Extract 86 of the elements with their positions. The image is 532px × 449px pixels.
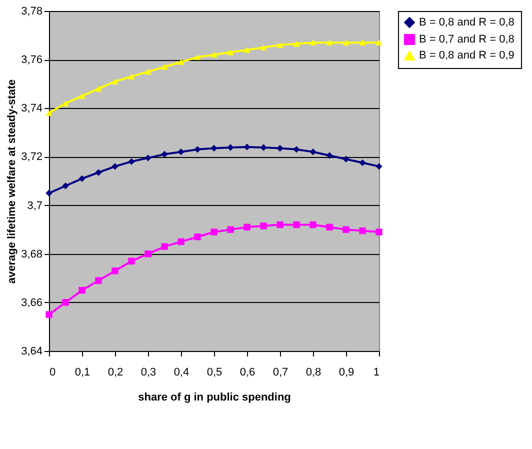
point <box>376 163 382 170</box>
point <box>112 78 118 84</box>
point <box>326 224 333 230</box>
legend-label: B = 0,8 and R = 0,9 <box>419 50 514 62</box>
point <box>178 148 184 156</box>
point <box>359 227 366 234</box>
x-axis-title: share of g in public spending <box>138 392 291 404</box>
point <box>227 49 234 56</box>
y-tick-label: 3,64 <box>21 346 42 358</box>
point <box>293 221 300 228</box>
point <box>276 144 284 152</box>
point <box>244 144 250 150</box>
point <box>342 226 350 233</box>
point <box>210 144 218 152</box>
y-tick-label: 3,72 <box>21 151 42 164</box>
point <box>326 152 333 159</box>
point <box>46 311 52 318</box>
legend-label: B = 0,8 and R = 0,8 <box>419 16 514 28</box>
y-axis-title: average lifetime welfare at steady-state <box>6 79 18 284</box>
point <box>260 144 267 151</box>
x-tick-label: 0 <box>50 366 56 378</box>
point <box>359 159 366 166</box>
point <box>326 40 333 46</box>
point <box>95 86 102 92</box>
point <box>293 40 300 47</box>
point <box>310 221 316 228</box>
x-tick-label: 0,4 <box>174 366 190 378</box>
point <box>310 148 316 156</box>
point <box>62 299 69 306</box>
point <box>342 40 350 46</box>
point <box>376 40 382 46</box>
point <box>310 40 316 46</box>
point <box>78 93 86 99</box>
y-tick-label: 3,78 <box>21 6 42 18</box>
point <box>260 44 267 50</box>
point <box>161 243 168 250</box>
point <box>144 154 152 162</box>
point <box>194 54 201 60</box>
point <box>128 74 135 80</box>
x-tick-label: 0,9 <box>338 366 354 378</box>
point <box>144 250 152 258</box>
point <box>46 190 52 196</box>
x-tick-label: 0,5 <box>206 366 222 378</box>
point <box>95 277 102 284</box>
legend-label: B = 0,7 and R = 0,8 <box>419 34 514 46</box>
point <box>210 228 218 236</box>
point <box>227 144 234 151</box>
point <box>244 224 250 230</box>
point <box>161 150 168 158</box>
point <box>194 234 201 240</box>
point <box>161 64 168 70</box>
x-tick-label: 0,2 <box>108 366 124 378</box>
x-tick-label: 0,8 <box>306 366 322 378</box>
point <box>244 46 250 53</box>
point <box>95 169 102 176</box>
x-tick-label: 1 <box>373 366 380 378</box>
x-tick-label: 0,7 <box>272 366 288 378</box>
point <box>144 68 152 75</box>
x-tick-label: 0,1 <box>74 366 90 378</box>
y-tick-label: 3,76 <box>21 54 42 66</box>
y-tick-label: 3,68 <box>21 248 42 260</box>
point <box>227 226 234 233</box>
point <box>78 175 86 182</box>
y-tick-label: 3,74 <box>21 102 42 115</box>
y-tick-label: 3,66 <box>21 296 42 309</box>
point <box>276 42 284 48</box>
point <box>112 268 118 274</box>
point <box>210 52 218 58</box>
point <box>359 40 366 46</box>
point <box>62 100 69 106</box>
point <box>112 163 118 170</box>
point <box>260 222 267 230</box>
point <box>293 146 300 153</box>
y-tick-label: 3,7 <box>27 200 42 212</box>
point <box>178 59 184 65</box>
point <box>62 182 69 190</box>
point <box>78 286 86 294</box>
point <box>276 221 284 228</box>
point <box>128 158 135 165</box>
x-tick-label: 0,6 <box>240 366 256 378</box>
point <box>178 238 184 246</box>
point <box>194 146 201 153</box>
point <box>128 258 135 264</box>
point <box>376 228 382 236</box>
x-tick-label: 0,3 <box>140 366 156 378</box>
point <box>342 156 350 162</box>
